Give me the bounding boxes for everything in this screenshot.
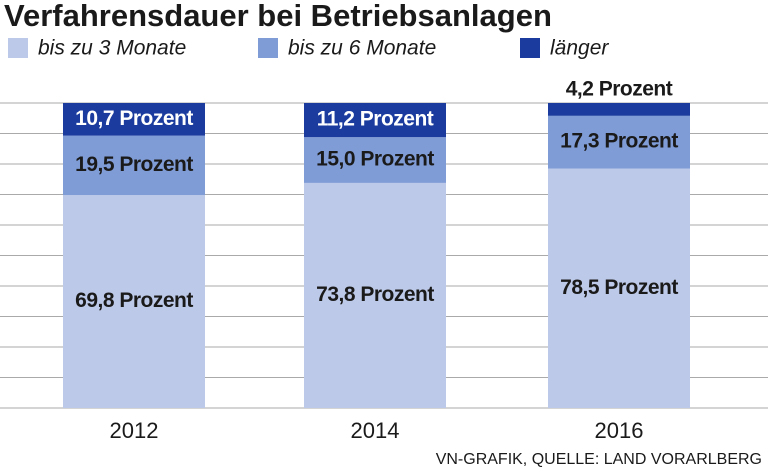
legend-swatch xyxy=(8,38,28,58)
value-label: 17,3 Prozent xyxy=(560,130,678,153)
bar-segment xyxy=(304,137,446,183)
value-label: 73,8 Prozent xyxy=(316,283,434,306)
value-label: 69,8 Prozent xyxy=(75,289,193,312)
x-tick-label: 2014 xyxy=(351,418,400,443)
value-label: 78,5 Prozent xyxy=(560,276,678,299)
bar-segment xyxy=(548,115,690,169)
value-label: 4,2 Prozent xyxy=(566,78,673,101)
legend-swatch xyxy=(258,38,278,58)
legend-label: bis zu 3 Monate xyxy=(38,37,186,60)
bar-segment xyxy=(63,135,205,196)
chart-title: Verfahrensdauer bei Betriebsanlagen xyxy=(4,0,552,33)
bar-segment xyxy=(63,103,205,136)
bar-segment xyxy=(548,168,690,408)
bar-segment xyxy=(63,195,205,408)
value-label: 19,5 Prozent xyxy=(75,153,193,176)
legend-swatch xyxy=(520,38,540,58)
bar-segment xyxy=(304,182,446,408)
value-label: 10,7 Prozent xyxy=(75,107,193,130)
bar-segment xyxy=(304,103,446,138)
value-label: 15,0 Prozent xyxy=(316,148,434,171)
x-tick-label: 2016 xyxy=(595,418,644,443)
source: VN-GRAFIK, QUELLE: LAND VORARLBERG xyxy=(436,451,762,468)
legend-label: länger xyxy=(550,37,609,60)
legend-label: bis zu 6 Monate xyxy=(288,37,436,60)
bar-segment xyxy=(548,103,690,116)
x-tick-label: 2012 xyxy=(110,418,159,443)
value-label: 11,2 Prozent xyxy=(317,108,434,131)
